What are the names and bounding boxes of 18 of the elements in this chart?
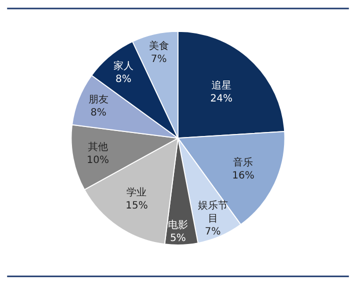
slice-label: 其他: [88, 140, 108, 153]
data-label: 8%: [116, 74, 132, 85]
data-label: 7%: [150, 54, 167, 66]
data-label: 15%: [126, 200, 148, 212]
data-label: 10%: [86, 154, 109, 166]
data-label: 7%: [204, 226, 221, 238]
slice-label: 家人: [113, 60, 134, 72]
slice-label: 电影: [168, 219, 188, 232]
slice-label: 音乐: [233, 156, 254, 168]
slice-label: 追星: [211, 79, 232, 92]
data-label: 24%: [210, 93, 233, 104]
slice-label: 朋友: [88, 94, 108, 106]
slice-label: 娱乐节目: [198, 200, 228, 225]
data-label: 5%: [170, 233, 186, 244]
slice-label: 学业: [126, 186, 147, 198]
data-label: 8%: [90, 108, 106, 119]
slice-label: 美食: [148, 40, 169, 52]
data-label: 16%: [232, 170, 254, 182]
